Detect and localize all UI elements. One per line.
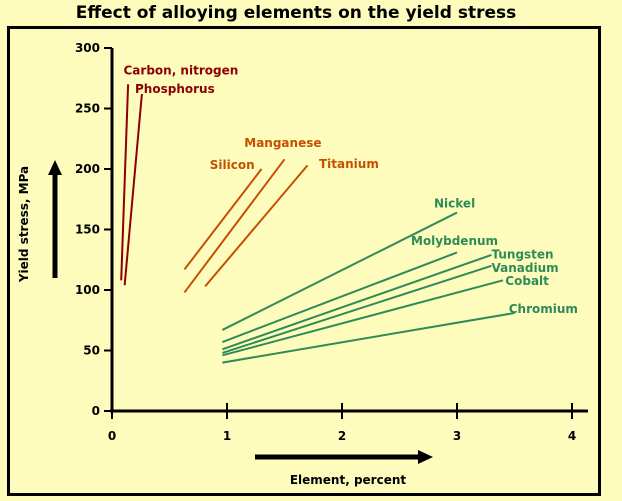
series-label-manganese: Manganese: [244, 136, 321, 150]
plot-frame: [7, 26, 601, 496]
series-line-titanium: [204, 164, 309, 288]
series-line-carbon-nitrogen: [120, 84, 130, 281]
series-label-chromium: Chromium: [509, 302, 578, 316]
chart-title: Effect of alloying elements on the yield…: [75, 3, 517, 23]
x-tick-label: 4: [568, 429, 576, 443]
series-labels: Carbon, nitrogen Phosphorus Manganese Silic…: [124, 64, 578, 316]
series-label-carbon-nitrogen: Carbon, nitrogen: [124, 64, 239, 78]
series-line-silicon: [183, 168, 263, 271]
y-tick-label: 250: [75, 102, 100, 116]
axes: [110, 48, 588, 413]
series-label-tungsten: Tungsten: [492, 248, 554, 262]
ticks: 0 50 100 150 200 250 300 0 1 2 3 4: [75, 41, 576, 443]
x-tick-label: 3: [453, 429, 461, 443]
y-tick-label: 0: [92, 404, 100, 418]
series-line-vanadium: [222, 264, 492, 354]
y-axis-title-group: Yield stress, MPa: [17, 160, 62, 283]
series-label-molybdenum: Molybdenum: [411, 234, 498, 248]
series-line-chromium: [222, 312, 515, 364]
x-axis-title-group: Element, percent: [255, 450, 433, 487]
y-axis-title: Yield stress, MPa: [17, 166, 31, 283]
y-tick-label: 200: [75, 162, 100, 176]
series-label-silicon: Silicon: [210, 158, 255, 172]
series-line-phosphorus: [123, 93, 143, 286]
x-tick-label: 2: [338, 429, 346, 443]
y-axis-arrow-icon: [48, 160, 62, 175]
x-tick-label: 1: [223, 429, 231, 443]
y-tick-label: 50: [83, 344, 100, 358]
series-line-manganese: [183, 158, 286, 294]
series-label-vanadium: Vanadium: [492, 261, 559, 275]
y-tick-label: 150: [75, 223, 100, 237]
series-label-nickel: Nickel: [434, 197, 475, 211]
series-label-titanium: Titanium: [319, 157, 379, 171]
series-line-molybdenum: [222, 251, 458, 343]
x-tick-label: 0: [108, 429, 116, 443]
series-label-cobalt: Cobalt: [505, 274, 549, 288]
y-tick-label: 100: [75, 283, 100, 297]
series-label-phosphorus: Phosphorus: [135, 82, 215, 96]
y-tick-label: 300: [75, 41, 100, 55]
series-line-cobalt: [222, 279, 504, 357]
x-axis-title: Element, percent: [290, 473, 407, 487]
x-axis-arrow-icon: [418, 450, 433, 464]
series-line-nickel: [221, 211, 458, 331]
series-line-tungsten: [222, 253, 492, 351]
series-lines: [120, 84, 515, 364]
